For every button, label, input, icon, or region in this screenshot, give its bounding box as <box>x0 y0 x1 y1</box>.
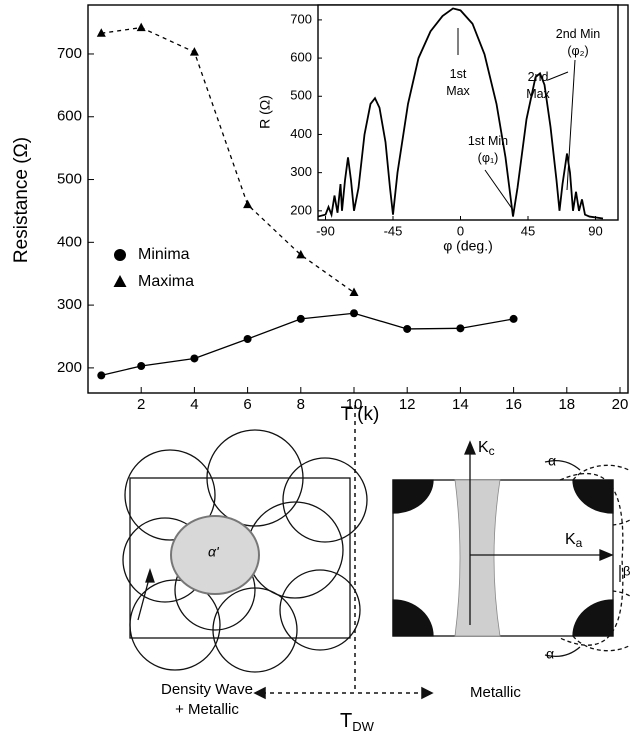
marker <box>509 314 518 323</box>
marker <box>97 371 106 380</box>
annotation-line: (φ₂) <box>567 44 588 58</box>
y-tick-label: 600 <box>290 50 312 65</box>
y-tick-label: 200 <box>290 202 312 217</box>
annotation: 2nd Max <box>526 70 550 101</box>
annotation: 2nd Min (φ₂) <box>556 27 601 58</box>
y-tick-label: 600 <box>57 108 82 125</box>
tdw-main: T <box>340 710 352 732</box>
left-label: Density Wave <box>161 681 253 698</box>
annotation-line: Max <box>526 87 550 101</box>
y-tick-label: 400 <box>57 233 82 250</box>
annotation-arrow <box>566 59 576 191</box>
annotation: 1st Min (φ₁) <box>468 134 508 165</box>
y-tick-label: 700 <box>57 45 82 62</box>
x-tick-label: -90 <box>316 223 335 238</box>
annotation-line: (φ₁) <box>478 151 499 165</box>
marker <box>96 28 106 37</box>
kc-label: Kc <box>478 439 495 458</box>
marker <box>136 22 146 32</box>
annotation-line: 2nd Min <box>556 27 601 41</box>
series-line <box>101 26 355 294</box>
x-tick-label: 12 <box>399 396 416 413</box>
marker <box>189 47 199 56</box>
marker <box>350 309 358 318</box>
y-tick-label: 200 <box>57 359 82 376</box>
fermi-surface-left <box>122 429 368 673</box>
series-line <box>101 312 514 377</box>
kc-main: K <box>478 439 489 456</box>
marker <box>456 324 465 333</box>
marker <box>190 354 199 363</box>
beta-label: β <box>623 563 630 578</box>
annotation-arrow <box>484 169 514 211</box>
transition-arrow <box>253 686 434 700</box>
alpha-prime: α' <box>208 544 220 560</box>
ka-sub: a <box>576 536 583 550</box>
x-axis-label: T (k) <box>341 404 380 425</box>
series-line <box>317 7 604 220</box>
y-tick-label: 400 <box>290 126 312 141</box>
alpha-label: α <box>546 646 554 662</box>
alpha-label: α <box>548 453 556 469</box>
marker <box>137 362 146 371</box>
marker <box>403 324 412 333</box>
x-tick-label: 45 <box>521 223 535 238</box>
x-tick-label: 18 <box>558 396 575 413</box>
marker <box>243 199 253 209</box>
y-tick-label: 300 <box>290 164 312 179</box>
annotation-line: 1st <box>450 67 467 81</box>
marker <box>296 249 306 259</box>
x-tick-label: 4 <box>190 396 198 413</box>
annotation: 1st Max <box>446 67 470 98</box>
marker <box>349 287 359 297</box>
legend-label: Minima <box>138 246 190 263</box>
y-tick-label: 300 <box>57 296 82 313</box>
annotation-arrow <box>547 71 569 81</box>
fermi-surface-right <box>392 440 630 658</box>
marker <box>243 335 252 344</box>
y-tick-label: 500 <box>290 88 312 103</box>
y-axis-label: R (Ω) <box>257 95 273 129</box>
annotation-line: Max <box>446 84 470 98</box>
x-tick-label: 8 <box>297 396 305 413</box>
annotation-line: 2nd <box>528 70 549 84</box>
right-label: Metallic <box>470 684 521 701</box>
plot-frame <box>317 4 619 221</box>
x-tick-label: 16 <box>505 396 522 413</box>
y-tick-label: 700 <box>290 11 312 26</box>
kc-sub: c <box>489 444 495 458</box>
x-axis-label: φ (deg.) <box>443 238 493 254</box>
ka-label: Ka <box>565 531 583 550</box>
tdw-sub: DW <box>352 719 374 734</box>
y-axis-label: Resistance (Ω) <box>11 137 32 263</box>
y-tick-label: 500 <box>57 171 82 188</box>
x-tick-label: 10 <box>346 396 363 413</box>
transition-label: TDW <box>340 710 375 734</box>
ka-main: K <box>565 531 576 548</box>
annotation-line: 1st Min <box>468 134 508 148</box>
x-tick-label: 20 <box>612 396 629 413</box>
legend-marker <box>113 275 127 287</box>
marker <box>296 314 305 323</box>
x-tick-label: 0 <box>457 223 464 238</box>
legend-label: Maxima <box>138 273 194 290</box>
x-tick-label: 90 <box>588 223 602 238</box>
x-tick-label: 2 <box>137 396 145 413</box>
x-tick-label: 14 <box>452 396 469 413</box>
left-label: + Metallic <box>175 701 239 718</box>
x-tick-label: -45 <box>384 223 403 238</box>
legend-marker <box>114 249 126 261</box>
x-tick-label: 6 <box>243 396 251 413</box>
